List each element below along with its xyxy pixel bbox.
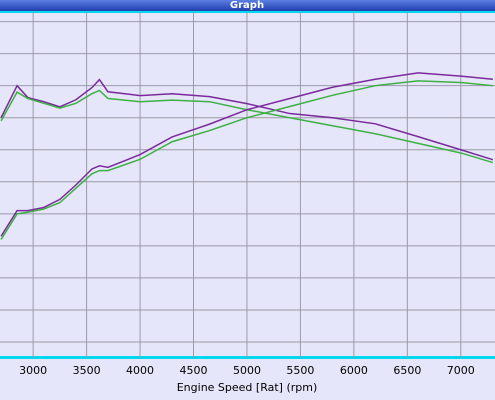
title-bar <box>0 0 495 11</box>
series-line <box>0 89 494 164</box>
border <box>0 356 495 359</box>
x-tick-label: 7000 <box>447 364 475 377</box>
x-tick-label: 4000 <box>126 364 154 377</box>
chart-title: Graph <box>230 0 264 11</box>
series-line <box>0 72 493 237</box>
x-axis-label: Engine Speed [Rat] (rpm) <box>177 381 318 394</box>
x-tick-label: 3000 <box>19 364 47 377</box>
series-line <box>0 80 493 240</box>
border <box>0 11 495 13</box>
x-tick-label: 6000 <box>340 364 368 377</box>
x-tick-label: 4500 <box>180 364 208 377</box>
x-tick-label: 3500 <box>73 364 101 377</box>
series-line <box>0 78 494 161</box>
x-tick-label: 5000 <box>233 364 261 377</box>
x-tick-label: 6500 <box>393 364 421 377</box>
x-tick-label: 5500 <box>286 364 314 377</box>
